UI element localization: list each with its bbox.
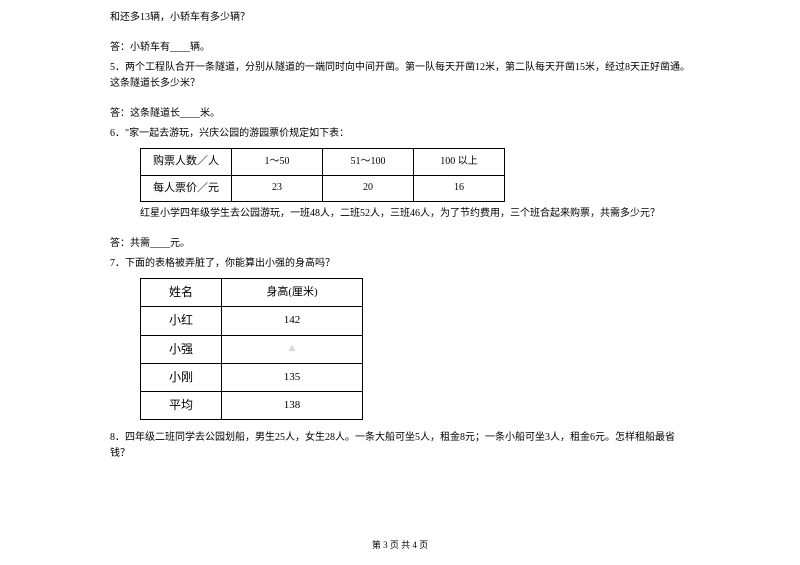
table-row: 姓名 身高(厘米) bbox=[141, 279, 363, 307]
answer-6: 答：共需____元。 bbox=[110, 236, 690, 252]
table-cell: 16 bbox=[414, 175, 505, 202]
table-cell: 每人票价／元 bbox=[141, 175, 232, 202]
table-row: 购票人数／人 1～50 51～100 100 以上 bbox=[141, 149, 505, 176]
table-row: 小强 ▲ bbox=[141, 335, 363, 363]
question-partial: 和还多13辆，小轿车有多少辆？ bbox=[110, 10, 690, 26]
table-header-name: 姓名 bbox=[141, 279, 222, 307]
question-7: 7．下面的表格被弄脏了，你能算出小强的身高吗？ bbox=[110, 256, 690, 272]
table-header-height: 身高(厘米) bbox=[222, 279, 363, 307]
table-cell: 138 bbox=[222, 391, 363, 419]
question-8: 8．四年级二班同学去公园划船，男生25人，女生28人。一条大船可坐5人，租金8元… bbox=[110, 430, 690, 462]
answer-4: 答：小轿车有____辆。 bbox=[110, 40, 690, 56]
page-footer: 第 3 页 共 4 页 bbox=[0, 538, 800, 551]
table-cell: 购票人数／人 bbox=[141, 149, 232, 176]
table-cell: 小刚 bbox=[141, 363, 222, 391]
question-6b: 红星小学四年级学生去公园游玩，一班48人，二班52人，三班46人，为了节约费用，… bbox=[140, 206, 690, 222]
table-cell: 平均 bbox=[141, 391, 222, 419]
question-5: 5．两个工程队合开一条隧道，分别从隧道的一端同时向中间开凿。第一队每天开凿12米… bbox=[110, 60, 690, 92]
table-cell: 51～100 bbox=[323, 149, 414, 176]
table-row: 小刚 135 bbox=[141, 363, 363, 391]
ticket-price-table: 购票人数／人 1～50 51～100 100 以上 每人票价／元 23 20 1… bbox=[140, 148, 505, 202]
table-cell: 20 bbox=[323, 175, 414, 202]
table-cell: 1～50 bbox=[232, 149, 323, 176]
table-cell: 135 bbox=[222, 363, 363, 391]
answer-5: 答：这条隧道长____米。 bbox=[110, 106, 690, 122]
height-table: 姓名 身高(厘米) 小红 142 小强 ▲ 小刚 135 平均 138 bbox=[140, 278, 363, 420]
table-cell: 100 以上 bbox=[414, 149, 505, 176]
table-cell: 23 bbox=[232, 175, 323, 202]
smudge-cell: ▲ bbox=[222, 335, 363, 363]
table-row: 每人票价／元 23 20 16 bbox=[141, 175, 505, 202]
document-page: 和还多13辆，小轿车有多少辆？ 答：小轿车有____辆。 5．两个工程队合开一条… bbox=[0, 0, 800, 462]
question-6: 6．"家一起去游玩，兴庆公园的游园票价规定如下表： bbox=[110, 126, 690, 142]
table-row: 小红 142 bbox=[141, 307, 363, 335]
table-cell: 小红 bbox=[141, 307, 222, 335]
table-row: 平均 138 bbox=[141, 391, 363, 419]
table-cell: 142 bbox=[222, 307, 363, 335]
table-cell: 小强 bbox=[141, 335, 222, 363]
